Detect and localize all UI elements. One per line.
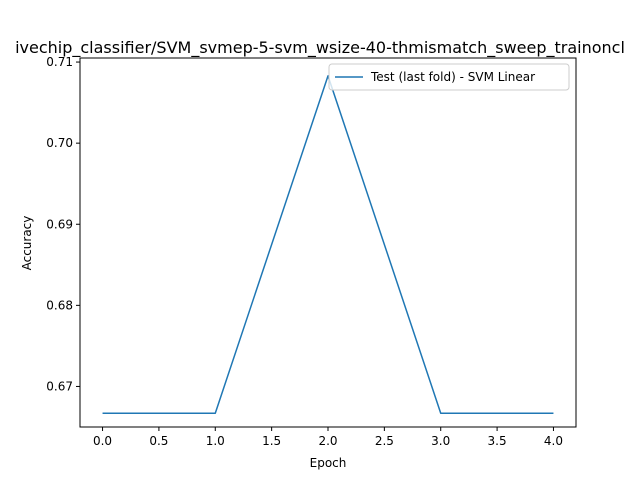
chart-title: ivechip_classifier/SVM_svmep-5-svm_wsize… — [15, 38, 625, 57]
y-tick-label: 0.68 — [46, 298, 73, 312]
x-tick-label: 0.5 — [149, 434, 168, 448]
x-tick-label: 3.0 — [431, 434, 450, 448]
series-line — [102, 75, 554, 414]
legend-box — [328, 63, 570, 91]
x-tick-label: 4.0 — [544, 434, 563, 448]
x-tick-label: 0.0 — [93, 434, 112, 448]
legend-label: Test (last fold) - SVM Linear — [370, 70, 535, 84]
x-tick-label: 3.5 — [488, 434, 507, 448]
x-axis-ticks: 0.0 0.5 1.0 1.5 2.0 2.5 3.0 3.5 4.0 — [93, 427, 563, 448]
series-layer — [102, 75, 554, 414]
y-tick-label: 0.69 — [46, 217, 73, 231]
y-tick-label: 0.67 — [46, 379, 73, 393]
chart-title-container: ivechip_classifier/SVM_svmep-5-svm_wsize… — [0, 0, 640, 60]
x-tick-label: 2.0 — [318, 434, 337, 448]
y-tick-label: 0.70 — [46, 136, 73, 150]
legend: Test (last fold) - SVM Linear — [328, 63, 570, 91]
y-tick-label: 0.71 — [46, 55, 73, 69]
x-tick-label: 1.0 — [206, 434, 225, 448]
y-axis-ticks: 0.67 0.68 0.69 0.70 0.71 — [46, 55, 80, 393]
x-tick-label: 2.5 — [375, 434, 394, 448]
y-axis-label: Accuracy — [20, 216, 34, 271]
x-tick-label: 1.5 — [262, 434, 281, 448]
x-axis-label: Epoch — [310, 456, 347, 470]
